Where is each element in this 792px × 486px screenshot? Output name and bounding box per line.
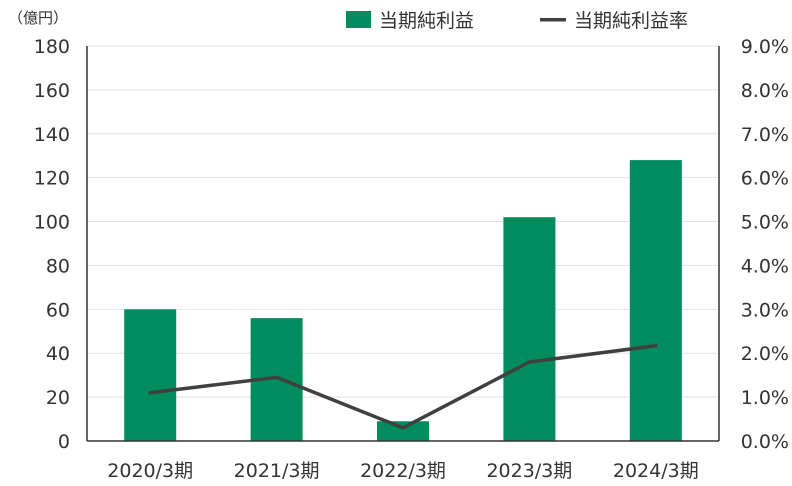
x-tick-label: 2023/3期 xyxy=(486,460,572,482)
bar xyxy=(377,421,429,441)
x-tick-label: 2020/3期 xyxy=(107,460,193,482)
legend-line-swatch xyxy=(540,18,566,22)
bar xyxy=(629,160,682,441)
left-tick-label: 180 xyxy=(34,36,70,58)
right-tick-label: 8.0% xyxy=(741,80,789,102)
bar xyxy=(124,309,177,441)
x-tick-label: 2022/3期 xyxy=(360,460,446,482)
right-tick-label: 7.0% xyxy=(741,124,789,146)
x-axis-ticks: 2020/3期 2021/3期 2022/3期 2023/3期 2024/3期 xyxy=(107,460,698,482)
left-tick-label: 60 xyxy=(46,299,70,321)
left-tick-label: 0 xyxy=(58,431,70,453)
right-tick-label: 6.0% xyxy=(741,168,789,190)
bar-series xyxy=(124,160,682,441)
right-tick-label: 5.0% xyxy=(741,212,789,234)
right-tick-label: 4.0% xyxy=(741,255,789,277)
legend: 当期純利益 当期純利益率 xyxy=(346,10,688,32)
ratio-line xyxy=(148,344,658,430)
line-point xyxy=(527,360,531,364)
axes xyxy=(86,46,720,442)
left-tick-label: 20 xyxy=(46,387,70,409)
left-tick-label: 40 xyxy=(46,343,70,365)
left-tick-label: 160 xyxy=(34,80,70,102)
left-tick-label: 80 xyxy=(46,255,70,277)
left-axis-ticks: 0 20 40 60 80 100 120 140 160 180 xyxy=(34,36,70,453)
left-tick-label: 100 xyxy=(34,212,70,234)
left-tick-label: 120 xyxy=(34,168,70,190)
line-point xyxy=(654,344,658,348)
x-tick-label: 2024/3期 xyxy=(613,460,699,482)
right-axis-ticks: 0.0% 1.0% 2.0% 3.0% 4.0% 5.0% 6.0% 7.0% 8.0% 9.0% xyxy=(741,36,789,453)
right-tick-label: 2.0% xyxy=(741,343,789,365)
right-tick-label: 3.0% xyxy=(741,299,789,321)
left-tick-label: 140 xyxy=(34,124,70,146)
line-series xyxy=(148,344,658,430)
line-point xyxy=(275,375,279,379)
legend-bar-swatch xyxy=(346,11,371,28)
line-point xyxy=(148,391,152,395)
grid-lines xyxy=(87,45,719,398)
legend-bar-label: 当期純利益 xyxy=(379,10,474,32)
right-tick-label: 0.0% xyxy=(741,431,789,453)
legend-line-label: 当期純利益率 xyxy=(574,10,688,32)
right-tick-label: 9.0% xyxy=(741,36,789,58)
y-unit-label: （億円） xyxy=(8,9,68,27)
line-point xyxy=(401,426,405,430)
x-tick-label: 2021/3期 xyxy=(234,460,320,482)
right-tick-label: 1.0% xyxy=(741,387,789,409)
bar xyxy=(503,217,556,441)
